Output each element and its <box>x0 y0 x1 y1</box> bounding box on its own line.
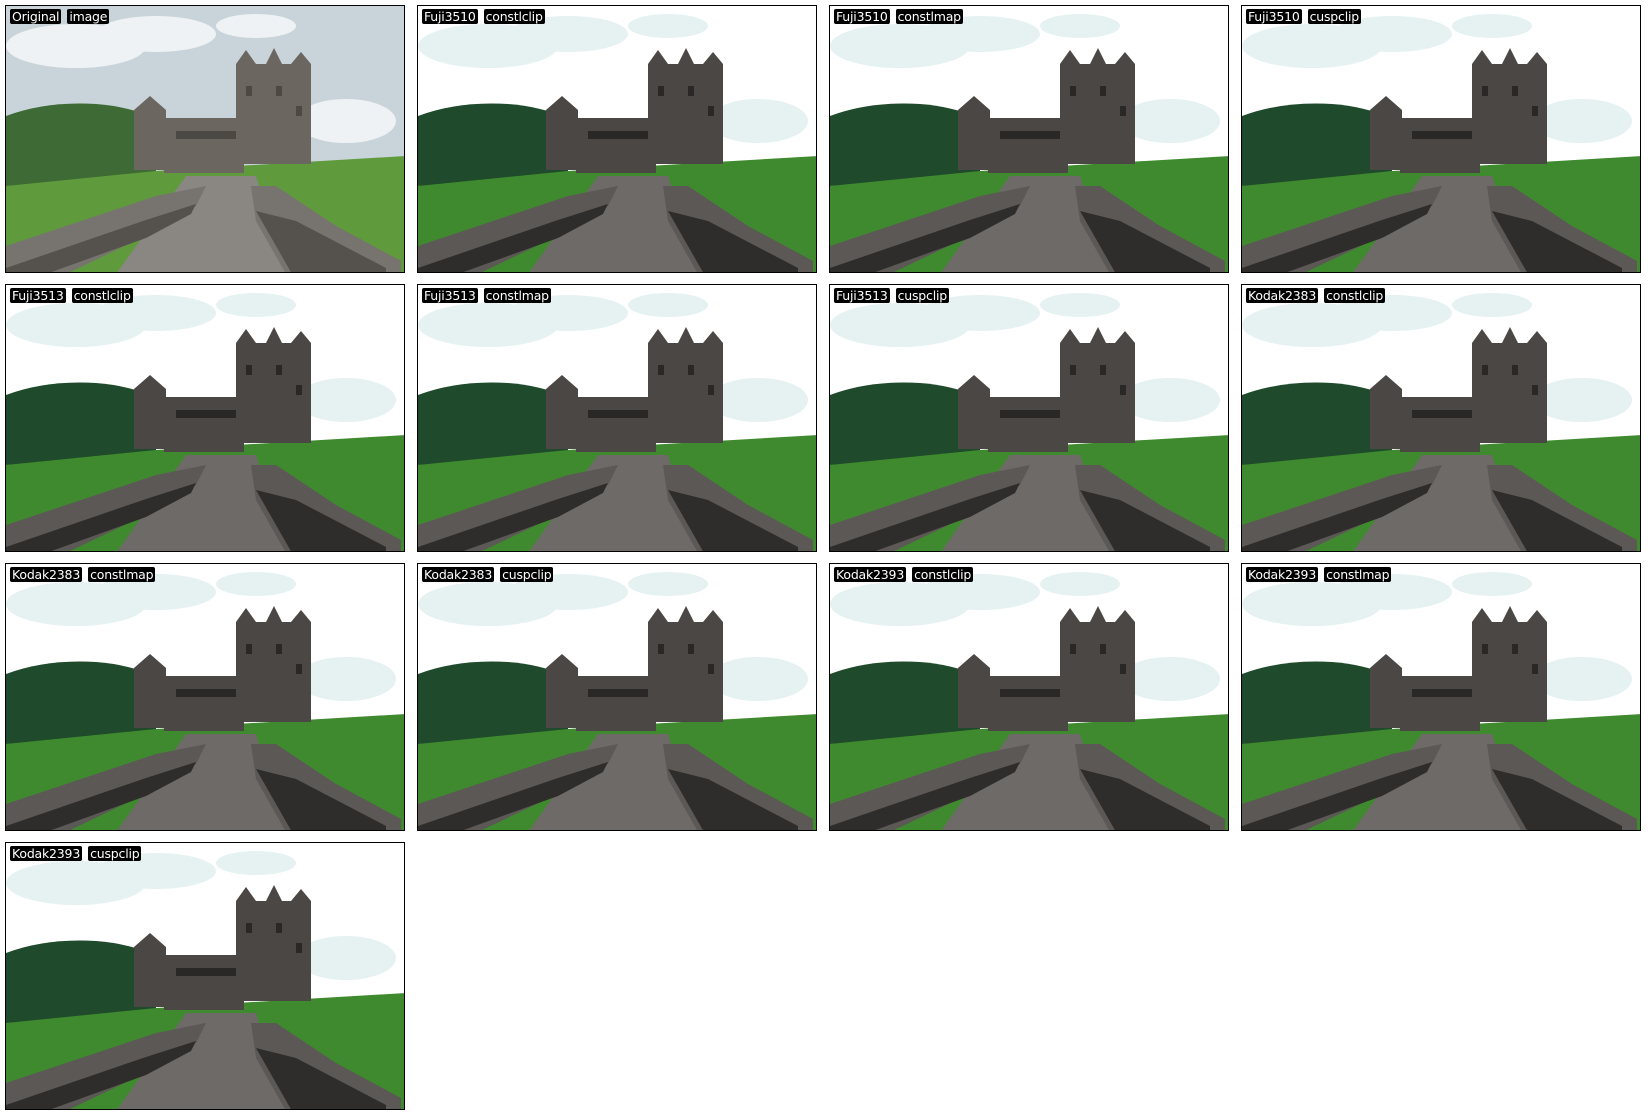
panel-caption: Fuji3510 constlclip <box>422 9 545 24</box>
caption-word-2: cuspclip <box>1307 9 1361 24</box>
caption-word-1: Fuji3513 <box>834 288 890 303</box>
image-panel-5: Fuji3513 constlclip <box>5 284 405 552</box>
castle-photo <box>6 843 404 1109</box>
panel-caption: Kodak2383 cuspclip <box>422 567 554 582</box>
caption-word-1: Kodak2393 <box>834 567 907 582</box>
image-panel-2: Fuji3510 constlclip <box>417 5 817 273</box>
castle-photo <box>830 285 1228 551</box>
castle-photo <box>6 285 404 551</box>
castle-photo <box>418 564 816 830</box>
image-panel-9: Kodak2383 constlmap <box>5 563 405 831</box>
panel-caption: Original image <box>10 9 110 24</box>
panel-caption: Fuji3510 cuspclip <box>1246 9 1361 24</box>
image-panel-8: Kodak2383 constlclip <box>1241 284 1641 552</box>
image-panel-12: Kodak2393 constlmap <box>1241 563 1641 831</box>
castle-photo <box>830 6 1228 272</box>
caption-word-1: Fuji3513 <box>10 288 66 303</box>
caption-word-1: Kodak2393 <box>1246 567 1319 582</box>
panel-caption: Fuji3510 constlmap <box>834 9 963 24</box>
image-panel-1: Original image <box>5 5 405 273</box>
caption-word-1: Fuji3510 <box>422 9 478 24</box>
caption-word-2: cuspclip <box>88 846 142 861</box>
caption-word-1: Fuji3510 <box>834 9 890 24</box>
caption-word-1: Kodak2383 <box>1246 288 1319 303</box>
castle-photo <box>1242 564 1640 830</box>
image-panel-13: Kodak2393 cuspclip <box>5 842 405 1110</box>
panel-caption: Fuji3513 constlclip <box>10 288 133 303</box>
caption-word-2: constlmap <box>483 288 551 303</box>
image-panel-3: Fuji3510 constlmap <box>829 5 1229 273</box>
caption-word-1: Kodak2393 <box>10 846 83 861</box>
caption-word-2: constlclip <box>1324 288 1386 303</box>
panel-caption: Fuji3513 cuspclip <box>834 288 949 303</box>
castle-photo <box>1242 285 1640 551</box>
panel-caption: Kodak2393 cuspclip <box>10 846 142 861</box>
caption-word-2: cuspclip <box>895 288 949 303</box>
caption-word-2: cuspclip <box>500 567 554 582</box>
castle-photo <box>418 6 816 272</box>
caption-word-2: constlmap <box>88 567 156 582</box>
caption-word-2: constlclip <box>483 9 545 24</box>
panel-caption: Kodak2383 constlmap <box>10 567 156 582</box>
panel-caption: Kodak2393 constlclip <box>834 567 974 582</box>
caption-word-1: Kodak2383 <box>10 567 83 582</box>
caption-word-2: image <box>67 9 110 24</box>
castle-photo <box>6 564 404 830</box>
caption-word-1: Kodak2383 <box>422 567 495 582</box>
caption-word-2: constlclip <box>71 288 133 303</box>
image-panel-6: Fuji3513 constlmap <box>417 284 817 552</box>
castle-photo <box>418 285 816 551</box>
panel-caption: Kodak2383 constlclip <box>1246 288 1386 303</box>
caption-word-1: Original <box>10 9 62 24</box>
castle-photo <box>1242 6 1640 272</box>
panel-caption: Kodak2393 constlmap <box>1246 567 1392 582</box>
caption-word-1: Fuji3510 <box>1246 9 1302 24</box>
caption-word-1: Fuji3513 <box>422 288 478 303</box>
castle-photo <box>830 564 1228 830</box>
castle-photo <box>6 6 404 272</box>
caption-word-2: constlmap <box>895 9 963 24</box>
image-panel-10: Kodak2383 cuspclip <box>417 563 817 831</box>
panel-caption: Fuji3513 constlmap <box>422 288 551 303</box>
image-panel-7: Fuji3513 cuspclip <box>829 284 1229 552</box>
image-panel-4: Fuji3510 cuspclip <box>1241 5 1641 273</box>
image-panel-11: Kodak2393 constlclip <box>829 563 1229 831</box>
caption-word-2: constlclip <box>912 567 974 582</box>
caption-word-2: constlmap <box>1324 567 1392 582</box>
